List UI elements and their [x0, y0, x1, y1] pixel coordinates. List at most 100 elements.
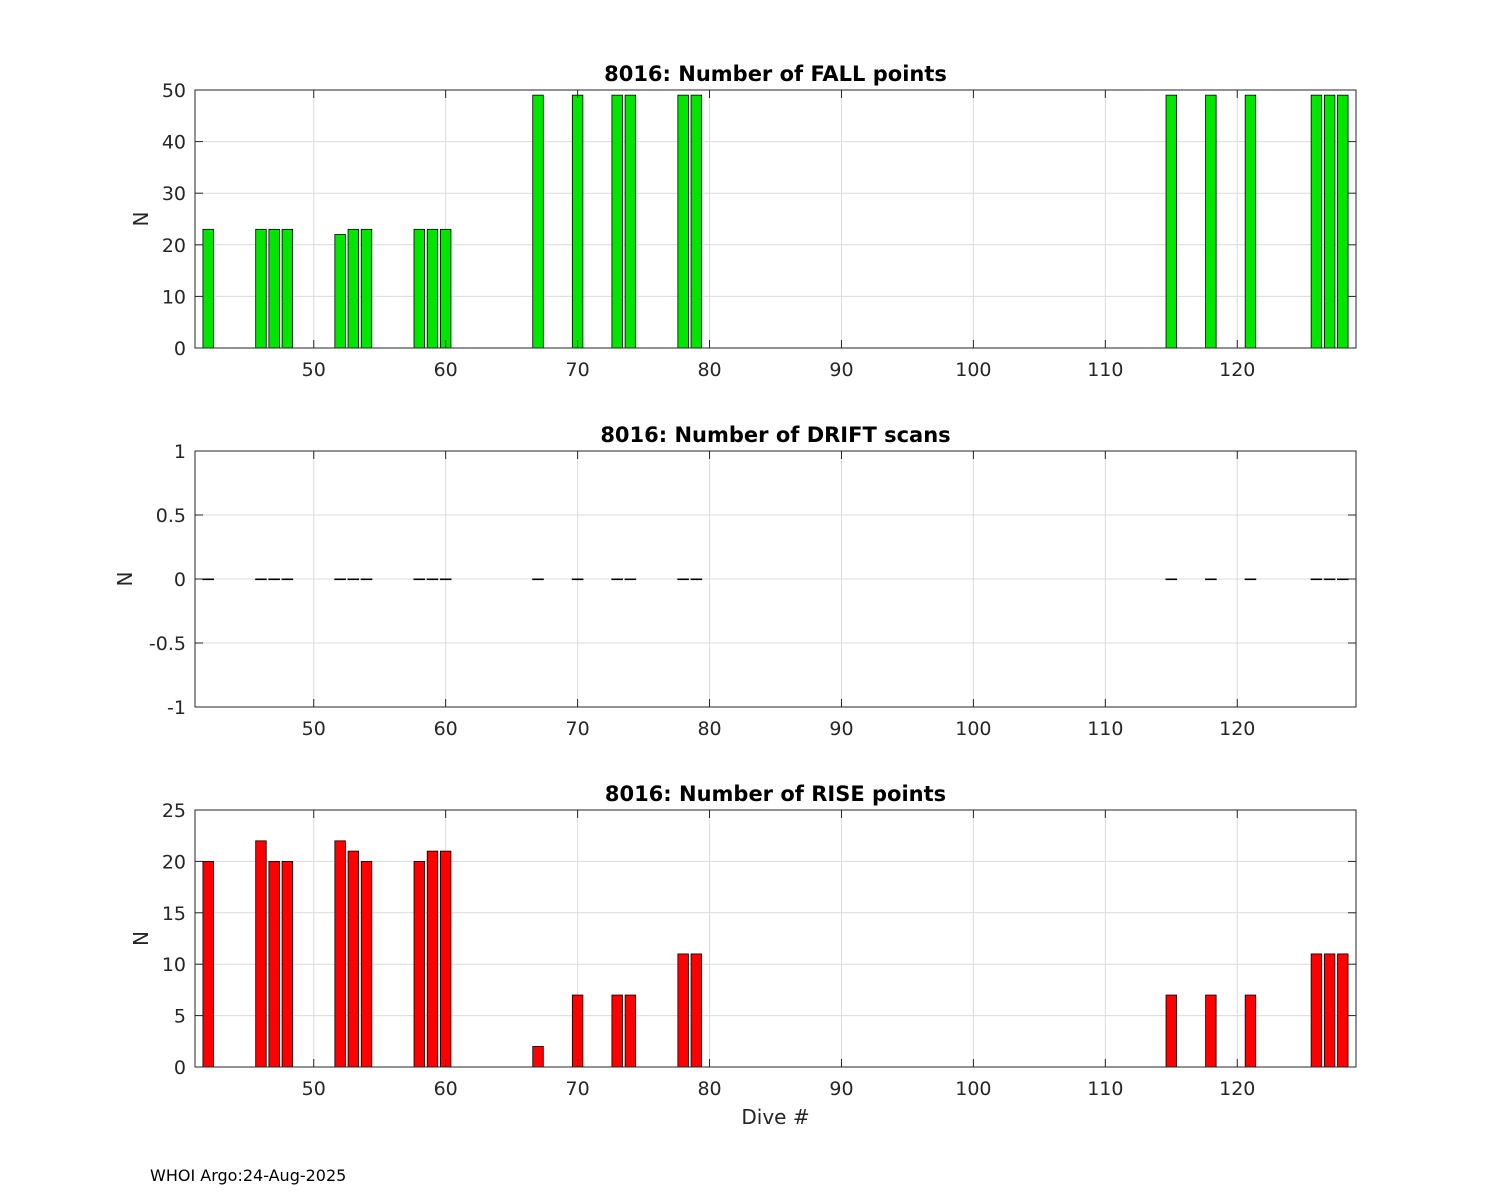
bar-dive-53 [347, 228, 359, 349]
y-tick-label: 40 [162, 132, 186, 154]
x-tick-label: 100 [955, 359, 991, 381]
bar-dive-73 [611, 994, 623, 1068]
y-tick-label: 50 [162, 80, 186, 102]
bar-dive-79 [690, 578, 703, 581]
bar-dive-42 [202, 861, 214, 1068]
bar-dive-73 [611, 578, 623, 581]
bar-dive-46 [255, 840, 267, 1068]
x-tick-label: 110 [1087, 1078, 1123, 1100]
bar-dive-67 [532, 1046, 544, 1068]
axes-box [194, 809, 1357, 1068]
y-tick-label: -0.5 [149, 633, 186, 655]
bar-dive-54 [360, 228, 373, 349]
x-tick-label: 80 [697, 718, 721, 740]
x-tick-label: 100 [955, 718, 991, 740]
y-tick-label: 1 [174, 441, 186, 463]
y-tick-label: 25 [162, 800, 186, 822]
chart-panel-2: 50 60 70 80 90 100 110 120 -1 -0.5 0 0.5 1 8016: Numb… [113, 423, 1357, 740]
bar-dive-53 [347, 850, 359, 1068]
x-tick-label: 50 [302, 359, 326, 381]
x-tick-label: 120 [1219, 718, 1255, 740]
x-tick-label: 90 [829, 359, 853, 381]
chart-panel-1: 50 60 70 80 90 100 110 120 0 10 20 30 40 50 8016: Numb… [129, 62, 1357, 381]
bar-dive-127 [1323, 94, 1336, 349]
axes-box [194, 89, 1357, 349]
bar-dive-78 [677, 578, 689, 581]
x-tick-label: 50 [302, 1078, 326, 1100]
bar-dive-48 [281, 578, 294, 581]
y-tick-label: 15 [162, 903, 186, 925]
x-tick-label: 120 [1219, 1078, 1255, 1100]
bar-dive-126 [1310, 953, 1323, 1068]
x-tick-label: 70 [566, 359, 590, 381]
bar-dive-79 [690, 94, 703, 349]
x-tick-label: 110 [1087, 359, 1123, 381]
y-axis-label: N [129, 931, 153, 946]
bar-dive-52 [334, 578, 346, 581]
y-tick-label: 20 [162, 235, 186, 257]
y-axis-label: N [113, 572, 137, 587]
bar-dive-73 [611, 94, 623, 349]
bar-dive-70 [571, 94, 584, 349]
bar-dive-46 [255, 228, 267, 349]
bar-dive-42 [202, 228, 214, 349]
bar-dive-115 [1165, 94, 1177, 349]
bar-dive-78 [677, 94, 689, 349]
bar-dive-47 [268, 861, 280, 1068]
bar-dive-47 [268, 578, 280, 581]
footer-stamp: WHOI Argo:24-Aug-2025 [150, 1166, 347, 1185]
x-axis-label: Dive # [741, 1105, 809, 1129]
y-tick-label: 0 [174, 338, 186, 360]
bar-dive-126 [1310, 578, 1323, 581]
bar-dive-126 [1310, 94, 1323, 349]
chart-title: 8016: Number of DRIFT scans [600, 423, 950, 447]
bar-dive-60 [439, 228, 452, 349]
bar-dive-58 [413, 861, 425, 1068]
bar-dive-70 [571, 578, 584, 581]
bar-dive-78 [677, 953, 689, 1068]
bar-dive-118 [1205, 578, 1217, 581]
bar-dive-74 [624, 994, 637, 1068]
bar-dive-52 [334, 234, 346, 349]
bar-dive-70 [571, 994, 584, 1068]
x-tick-label: 110 [1087, 718, 1123, 740]
bar-dive-115 [1165, 578, 1178, 581]
y-tick-label: 20 [162, 851, 186, 873]
x-tick-label: 60 [434, 359, 458, 381]
bar-dive-127 [1323, 578, 1336, 581]
bar-dive-128 [1337, 578, 1349, 581]
bar-dive-121 [1244, 94, 1257, 349]
bar-dive-48 [281, 861, 294, 1068]
x-tick-label: 70 [566, 718, 590, 740]
bar-dive-42 [202, 578, 214, 581]
bar-dive-59 [426, 850, 439, 1068]
bar-dive-48 [281, 228, 294, 349]
bar-dive-60 [439, 578, 452, 581]
x-tick-label: 60 [434, 718, 458, 740]
plot-area [195, 90, 1356, 348]
bar-dive-58 [413, 578, 426, 581]
y-tick-label: 0 [174, 569, 186, 591]
bar-dive-58 [413, 228, 425, 349]
y-tick-label: 10 [162, 954, 186, 976]
bar-dive-121 [1244, 994, 1257, 1068]
x-tick-label: 80 [697, 1078, 721, 1100]
bar-dive-79 [690, 953, 703, 1068]
y-tick-label: -1 [167, 697, 186, 719]
y-tick-label: 10 [162, 286, 186, 308]
bar-dive-127 [1323, 953, 1336, 1068]
bar-dive-54 [360, 861, 373, 1068]
x-tick-label: 120 [1219, 359, 1255, 381]
bar-dive-53 [347, 578, 360, 581]
y-tick-label: 0.5 [156, 505, 186, 527]
bar-dive-128 [1337, 953, 1349, 1068]
bar-dive-47 [268, 228, 280, 349]
x-tick-label: 80 [697, 359, 721, 381]
y-axis-label: N [129, 212, 153, 227]
bar-dive-128 [1337, 94, 1349, 349]
x-tick-label: 90 [829, 1078, 853, 1100]
bar-dive-118 [1205, 994, 1217, 1068]
bar-dive-115 [1165, 994, 1177, 1068]
plot-area [195, 810, 1356, 1067]
